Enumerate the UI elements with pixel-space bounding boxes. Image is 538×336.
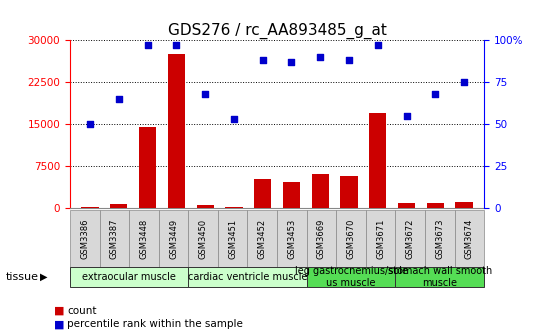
Text: count: count — [67, 306, 97, 316]
Title: GDS276 / rc_AA893485_g_at: GDS276 / rc_AA893485_g_at — [168, 23, 386, 39]
Text: GSM3671: GSM3671 — [376, 218, 385, 259]
Point — [172, 43, 181, 48]
Point — [143, 43, 152, 48]
Text: extraocular muscle: extraocular muscle — [82, 272, 176, 282]
Text: GSM3386: GSM3386 — [80, 218, 89, 259]
Text: ■: ■ — [54, 319, 65, 329]
Bar — [225, 207, 243, 208]
Point — [316, 54, 324, 60]
Text: GSM3669: GSM3669 — [317, 218, 326, 259]
Text: ■: ■ — [54, 306, 65, 316]
Bar — [196, 205, 214, 208]
Text: GSM3450: GSM3450 — [199, 218, 208, 259]
Bar — [312, 174, 329, 208]
Text: GSM3672: GSM3672 — [406, 218, 415, 259]
Point — [373, 43, 382, 48]
Point — [402, 113, 411, 119]
Point — [431, 91, 440, 97]
Text: GSM3674: GSM3674 — [465, 218, 474, 259]
Point — [345, 58, 353, 63]
Point — [201, 91, 209, 97]
Text: GSM3670: GSM3670 — [346, 218, 356, 259]
Text: GSM3673: GSM3673 — [435, 218, 444, 259]
Point — [115, 96, 123, 102]
Bar — [456, 202, 473, 208]
Bar — [427, 203, 444, 208]
Text: GSM3448: GSM3448 — [139, 218, 148, 259]
Text: GSM3387: GSM3387 — [110, 218, 119, 259]
Bar — [341, 176, 358, 208]
Point — [258, 58, 267, 63]
Text: GSM3452: GSM3452 — [258, 218, 267, 259]
Text: tissue: tissue — [5, 272, 38, 282]
Text: GSM3453: GSM3453 — [287, 218, 296, 259]
Bar — [81, 207, 98, 208]
Text: stomach wall smooth
muscle: stomach wall smooth muscle — [388, 266, 492, 288]
Point — [86, 122, 94, 127]
Text: GSM3451: GSM3451 — [228, 218, 237, 259]
Bar — [254, 179, 271, 208]
Text: ▶: ▶ — [40, 272, 48, 282]
Point — [460, 80, 469, 85]
Text: cardiac ventricle muscle: cardiac ventricle muscle — [188, 272, 307, 282]
Bar — [283, 182, 300, 208]
Text: GSM3449: GSM3449 — [169, 218, 178, 259]
Bar — [369, 113, 386, 208]
Point — [287, 59, 296, 65]
Bar — [398, 203, 415, 208]
Text: leg gastrocnemius/sole
us muscle: leg gastrocnemius/sole us muscle — [294, 266, 408, 288]
Point — [230, 117, 238, 122]
Bar — [110, 204, 128, 208]
Bar — [139, 127, 156, 208]
Text: percentile rank within the sample: percentile rank within the sample — [67, 319, 243, 329]
Bar — [168, 54, 185, 208]
